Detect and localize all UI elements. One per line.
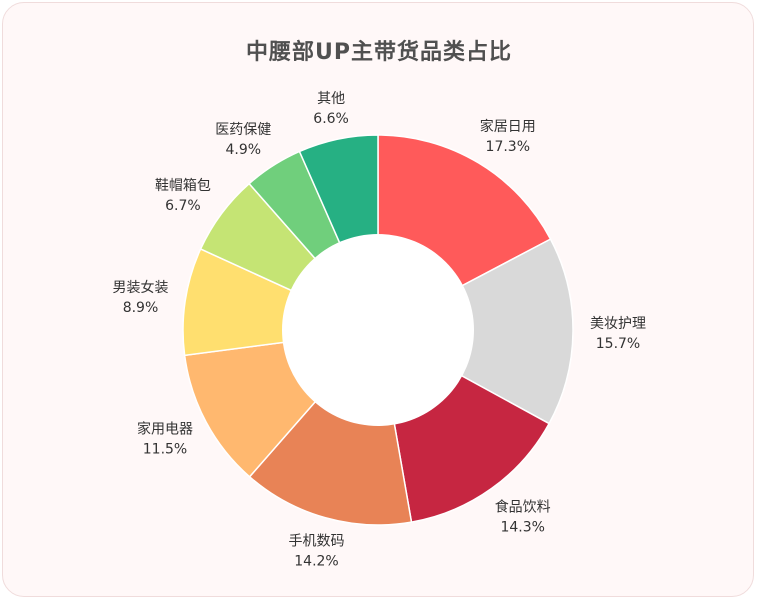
slice-value-7: 4.9% [226, 142, 262, 158]
slice-value-2: 14.3% [500, 519, 544, 535]
slice-label-7: 医药保健 [215, 122, 271, 138]
chart-title: 中腰部UP主带货品类占比 [246, 40, 512, 65]
slice-label-4: 家用电器 [137, 421, 193, 438]
slice-label-0: 家居日用 [480, 118, 536, 135]
slice-1 [376, 238, 574, 425]
slice-label-5: 男装女装 [113, 279, 169, 296]
slice-label-8: 其他 [317, 91, 345, 107]
slice-label-1: 美妆护理 [590, 316, 646, 332]
slice-value-3: 14.2% [294, 554, 338, 570]
slice-value-8: 6.6% [313, 111, 349, 127]
slice-value-5: 8.9% [123, 300, 159, 316]
slice-value-6: 6.7% [165, 198, 201, 214]
slice-value-4: 11.5% [143, 442, 187, 458]
slice-value-0: 17.3% [486, 139, 530, 155]
slice-label-2: 食品饮料 [495, 498, 551, 515]
slice-value-1: 15.7% [596, 336, 640, 352]
slice-label-3: 手机数码 [289, 534, 345, 550]
slice-label-6: 鞋帽箱包 [155, 178, 211, 194]
donut-hole [282, 234, 474, 426]
